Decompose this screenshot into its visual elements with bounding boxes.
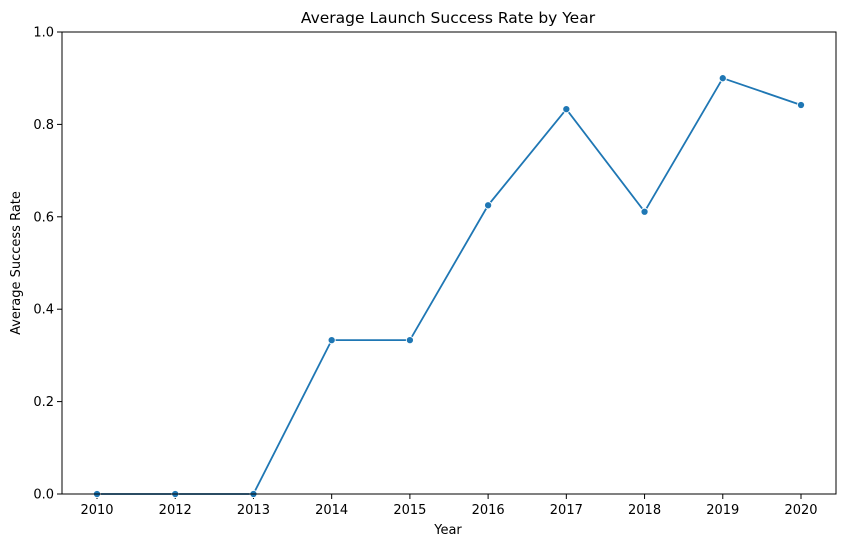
x-tick-label: 2014 <box>315 503 348 518</box>
x-tick-label: 2012 <box>159 503 192 518</box>
series-line <box>97 77 802 495</box>
data-point <box>640 207 649 216</box>
x-tick-label: 2010 <box>80 503 113 518</box>
x-tick-label: 2020 <box>784 503 817 518</box>
data-point <box>718 74 727 83</box>
chart-title: Average Launch Success Rate by Year <box>301 9 596 27</box>
x-tick-label: 2013 <box>237 503 270 518</box>
plot-area: 0.0 0.2 0.4 0.6 0.8 1.0 2010 2012 2013 2014 2015 20… <box>33 26 837 518</box>
x-tick-label: 2018 <box>628 503 661 518</box>
data-point <box>484 201 493 210</box>
x-tick-label: 2017 <box>550 503 583 518</box>
y-tick-label: 0.6 <box>33 210 54 225</box>
plot-frame <box>61 31 837 495</box>
x-axis-title: Year <box>433 523 462 538</box>
y-tick-label: 0.4 <box>33 303 54 318</box>
data-point <box>562 105 571 114</box>
x-tick-label: 2015 <box>393 503 426 518</box>
y-tick-label: 0.2 <box>33 395 54 410</box>
x-tick-label: 2019 <box>706 503 739 518</box>
x-tick-label: 2016 <box>472 503 505 518</box>
data-point <box>327 336 336 345</box>
data-point <box>796 100 806 110</box>
y-tick-label: 1.0 <box>33 26 54 41</box>
y-axis-title: Average Success Rate <box>9 191 24 335</box>
y-tick-label: 0.0 <box>33 488 54 503</box>
data-point <box>405 336 414 345</box>
y-tick-label: 0.8 <box>33 118 54 133</box>
